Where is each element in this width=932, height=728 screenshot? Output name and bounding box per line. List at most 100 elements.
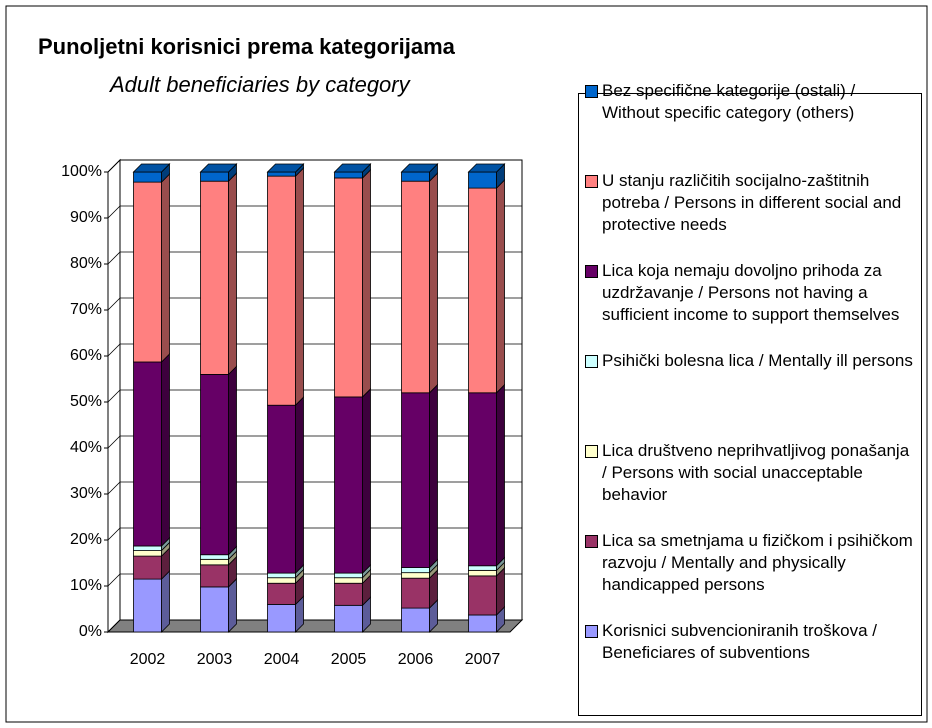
legend-label: Korisnici subvencioniranih troškova / Be… — [602, 621, 877, 662]
bar-segment — [267, 572, 296, 579]
bar-top — [199, 163, 238, 173]
bar-segment — [334, 582, 363, 606]
legend-label: Psihički bolesna lica / Mentally ill per… — [602, 351, 913, 370]
bar-segment — [334, 572, 363, 579]
grid-line — [107, 527, 522, 541]
legend-label: Lica koja nemaju dovoljno prihoda za uzd… — [602, 261, 900, 324]
bar-side — [496, 383, 505, 567]
bar-side — [362, 387, 371, 575]
floor — [106, 619, 524, 633]
bar-segment — [267, 577, 296, 584]
bar-side — [161, 570, 170, 633]
grid-line — [107, 435, 522, 449]
bar-side — [362, 169, 371, 398]
bar-segment — [334, 177, 363, 398]
bar-segment — [468, 171, 497, 189]
y-tick-label: 20% — [70, 531, 102, 548]
grid-line — [107, 343, 522, 357]
legend-swatch — [585, 625, 598, 638]
chart-subtitle: Adult beneficiaries by category — [108, 72, 412, 97]
frame — [5, 5, 928, 723]
x-tick-label: 2005 — [331, 651, 367, 668]
y-tick-label: 0% — [79, 623, 102, 640]
grid-line — [107, 573, 522, 587]
grid-line — [107, 251, 522, 265]
legend-label: Bez specifične kategorije (ostali) / Wit… — [602, 81, 856, 122]
bar-segment — [267, 404, 296, 574]
legend-entry: Lica koja nemaju dovoljno prihoda za uzd… — [585, 260, 915, 326]
bar-segment — [200, 180, 229, 375]
bar-segment — [401, 567, 430, 574]
bar-segment — [133, 545, 162, 551]
y-tick-label: 50% — [70, 393, 102, 410]
legend-entry: Lica sa smetnjama u fizičkom i psihičkom… — [585, 530, 915, 596]
y-tick-label: 100% — [61, 163, 102, 180]
bar-segment — [200, 373, 229, 556]
bar-top — [266, 163, 305, 173]
grid-line — [107, 159, 522, 173]
bar-segment — [200, 554, 229, 560]
bar-segment — [200, 171, 229, 182]
bar-segment — [401, 577, 430, 609]
y-tick-label: 10% — [70, 577, 102, 594]
bar-segment — [133, 550, 162, 557]
bar-side — [161, 173, 170, 363]
y-tick-label: 70% — [70, 301, 102, 318]
bar-segment — [468, 614, 497, 633]
bar-top — [132, 163, 171, 173]
legend-label: Lica sa smetnjama u fizičkom i psihičkom… — [602, 531, 913, 594]
legend-entry: U stanju različitih socijalno-zaštitnih … — [585, 170, 915, 236]
x-tick-label: 2006 — [398, 651, 434, 668]
grid-line — [107, 481, 522, 495]
bar-segment — [200, 558, 229, 566]
bar-segment — [267, 604, 296, 633]
grid-line — [107, 389, 522, 403]
legend-label: Lica društveno neprihvatljivog ponašanja… — [602, 441, 910, 504]
x-tick-label: 2007 — [465, 651, 501, 668]
bar-segment — [468, 569, 497, 577]
bar-segment — [133, 578, 162, 633]
bar-segment — [200, 564, 229, 588]
legend-swatch — [585, 85, 598, 98]
grid-line — [107, 297, 522, 311]
bar-segment — [401, 572, 430, 579]
x-tick-label: 2002 — [130, 651, 166, 668]
grid-line — [107, 205, 522, 219]
grid-line — [107, 619, 522, 633]
bar-side — [429, 172, 438, 394]
bar-segment — [468, 392, 497, 567]
bar-segment — [334, 396, 363, 574]
bar-segment — [334, 604, 363, 633]
legend-label: U stanju različitih socijalno-zaštitnih … — [602, 171, 902, 234]
legend-entry: Lica društveno neprihvatljivog ponašanja… — [585, 440, 915, 506]
legend-swatch — [585, 445, 598, 458]
y-tick-label: 90% — [70, 209, 102, 226]
bar-segment — [133, 555, 162, 580]
legend-swatch — [585, 355, 598, 368]
y-tick-label: 30% — [70, 485, 102, 502]
bar-segment — [401, 171, 430, 182]
bar-side — [295, 396, 304, 575]
bar-top — [467, 163, 506, 173]
bar-side — [496, 179, 505, 394]
bar-side — [295, 167, 304, 407]
legend-entry: Korisnici subvencioniranih troškova / Be… — [585, 620, 915, 664]
bar-segment — [401, 392, 430, 568]
bar-segment — [267, 582, 296, 605]
legend-swatch — [585, 265, 598, 278]
y-tick-label: 40% — [70, 439, 102, 456]
bar-segment — [267, 171, 296, 177]
bar-side — [228, 172, 237, 376]
bar-top — [400, 163, 439, 173]
bar-segment — [133, 171, 162, 183]
bar-segment — [401, 607, 430, 633]
bar-segment — [468, 187, 497, 394]
bar-segment — [267, 175, 296, 406]
x-tick-label: 2003 — [197, 651, 233, 668]
legend-entry: Psihički bolesna lica / Mentally ill per… — [585, 350, 915, 372]
bar-segment — [468, 565, 497, 571]
legend-swatch — [585, 535, 598, 548]
bar-segment — [334, 171, 363, 179]
